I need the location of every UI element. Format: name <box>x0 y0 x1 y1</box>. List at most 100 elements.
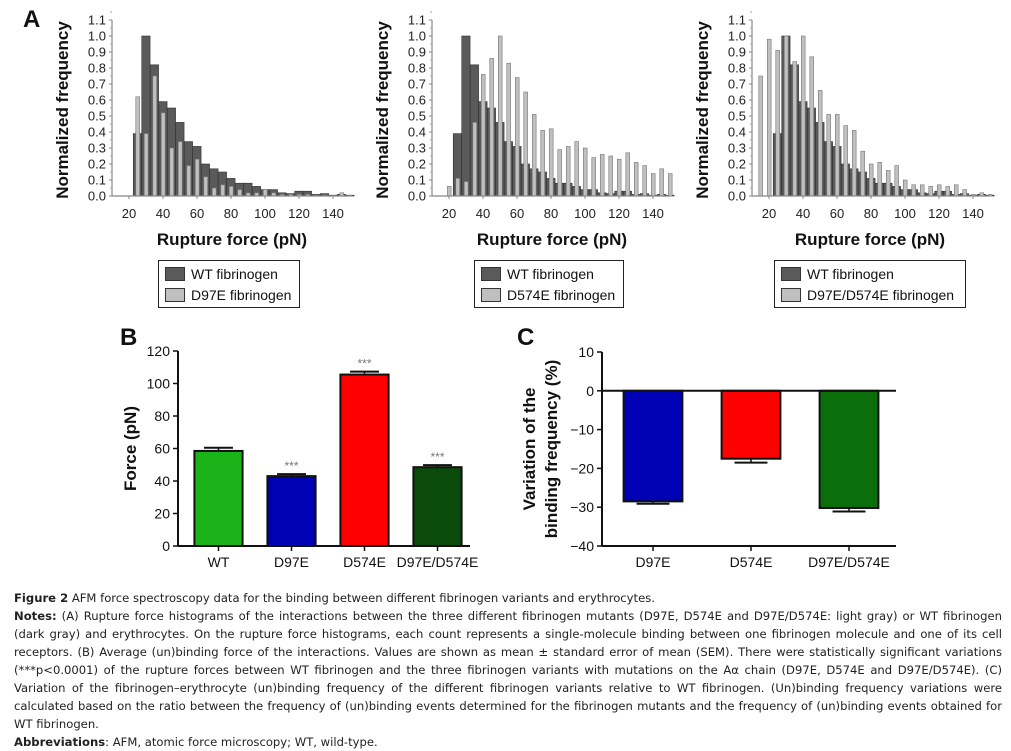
legend-swatch-light <box>165 287 185 302</box>
x-tick-label: 120 <box>608 206 630 221</box>
y-tick-label: −10 <box>570 422 594 438</box>
histogram-bar-mutant <box>135 96 140 197</box>
histogram-bar-mutant <box>480 74 486 197</box>
bar-d97e <box>622 389 684 503</box>
bar-chart-b: 0 20 40 60 80 100 120 WT D97E *** D574E *** D97E/D57… <box>121 343 478 570</box>
caption-figure-number: Figure 2 <box>14 591 69 605</box>
histogram-bar-mutant <box>945 186 950 197</box>
histogram-bar-mutant <box>161 112 166 197</box>
x-tick-label: 40 <box>476 206 490 221</box>
bar-d97e-d574e <box>412 466 463 547</box>
histogram-bar-mutant <box>203 176 208 197</box>
x-tick-label: D574E <box>343 554 386 570</box>
x-tick-label: 80 <box>224 206 238 221</box>
legend-swatch-light <box>781 287 801 302</box>
x-tick-label: 40 <box>796 206 810 221</box>
y-tick-label: 0.0 <box>408 189 426 204</box>
histogram-bar-mutant <box>885 170 891 197</box>
histogram-bar-mutant <box>834 114 840 197</box>
y-tick-label: 80 <box>154 408 170 424</box>
legend-label: WT fibrinogen <box>807 265 894 282</box>
y-tick-label: 0.5 <box>408 109 426 124</box>
y-tick-label: 0.4 <box>408 125 426 140</box>
histogram-bar-mutant <box>962 189 967 197</box>
y-tick-label: 0.0 <box>728 189 746 204</box>
histogram-chart-a1: 0.00.10.20.30.40.50.60.70.80.91.01.1 20 40… <box>53 11 355 249</box>
histogram-bar-mutant <box>262 189 268 197</box>
histogram-bar-mutant <box>237 189 242 197</box>
x-tick-label: 120 <box>928 206 950 221</box>
histogram-bar-mutant <box>625 152 630 197</box>
figure-charts: 0.00.10.20.30.40.50.60.70.80.91.01.120 40… <box>53 11 995 570</box>
histogram-bar-mutant <box>608 155 613 197</box>
y-tick-label: 0.8 <box>88 61 106 76</box>
y-tick-label: 0.6 <box>88 93 106 108</box>
y-tick-label: 100 <box>147 376 171 392</box>
y-tick-label: 0.1 <box>88 173 106 188</box>
y-tick-label: 0.8 <box>728 61 746 76</box>
x-tick-label: 100 <box>894 206 916 221</box>
panel-label-a: A <box>23 6 41 33</box>
legend-label: D574E fibrinogen <box>507 286 616 303</box>
y-tick-label: 0.7 <box>728 77 746 92</box>
histogram-bar-mutant <box>860 150 865 197</box>
histogram-bar-mutant <box>843 125 848 197</box>
histogram-bar-mutant <box>826 114 831 197</box>
legend-swatch-light <box>481 287 501 302</box>
x-tick-label: 140 <box>642 206 664 221</box>
histogram-chart-a3: 0.00.10.20.30.40.50.60.70.80.91.01.1 20 40… <box>693 11 995 249</box>
x-tick-label: 40 <box>156 206 170 221</box>
y-tick-label: 1.1 <box>408 13 426 28</box>
legend-a1: WT fibrinogen D97E fibrinogen <box>158 260 300 308</box>
caption-title-text: AFM force spectroscopy data for the bind… <box>68 591 655 605</box>
legend-swatch-dark <box>781 266 801 281</box>
histogram-bar-mutant <box>987 194 993 197</box>
y-tick-label: 0.9 <box>728 45 746 60</box>
caption-abbreviations: Abbreviations: AFM, atomic force microsc… <box>14 733 1002 751</box>
histogram-bar-mutant <box>169 147 174 197</box>
y-axis-title-line1: Variation of the <box>520 388 539 511</box>
bar-d97e-d574e <box>818 389 880 509</box>
y-tick-label: −40 <box>570 538 594 554</box>
y-tick-label: 0.1 <box>728 173 746 188</box>
legend-a2: WT fibrinogen D574E fibrinogen <box>474 260 624 308</box>
bar-chart-c: 10 0 −10 −20 −30 −40 D97E D574E D97E/D574E Variat… <box>520 344 896 570</box>
histogram-bar-mutant <box>506 62 511 197</box>
legend-item-wt: WT fibrinogen <box>781 263 959 284</box>
histogram-bar-mutant <box>557 149 562 197</box>
histogram-bar-mutant <box>667 173 673 197</box>
y-tick-label: 1.0 <box>408 29 426 44</box>
histogram-bar-mutant <box>894 165 899 197</box>
legend-swatch-dark <box>481 266 501 281</box>
y-tick-label: 1.1 <box>728 13 746 28</box>
histogram-bar-mutant <box>659 168 664 197</box>
panel-label-b: B <box>120 324 138 351</box>
y-tick-label: 0.6 <box>728 93 746 108</box>
histogram-chart-a2: 0.00.10.20.30.40.50.60.70.80.91.01.1 20 40… <box>373 11 675 249</box>
legend-label: WT fibrinogen <box>507 265 594 282</box>
x-tick-label: 20 <box>122 206 136 221</box>
y-tick-label: 0.8 <box>408 61 426 76</box>
figure-caption: Figure 2 AFM force spectroscopy data for… <box>14 589 1002 751</box>
x-tick-label: 60 <box>830 206 844 221</box>
y-tick-label: 0.7 <box>88 77 106 92</box>
significance-marker: *** <box>430 450 444 464</box>
caption-notes-label: Notes: <box>14 609 57 623</box>
histogram-bar-mutant <box>523 91 528 197</box>
histogram-bar-mutant <box>809 56 814 197</box>
histogram-bar-mutant <box>953 184 959 197</box>
y-tick-label: 0.2 <box>728 157 746 172</box>
y-tick-label: 0.0 <box>88 189 106 204</box>
x-tick-label: 60 <box>510 206 524 221</box>
histogram-bar-mutant <box>472 122 477 197</box>
histogram-bar-mutant <box>911 184 916 197</box>
y-tick-label: 0.5 <box>88 109 106 124</box>
x-tick-label: 80 <box>544 206 558 221</box>
legend-label: D97E fibrinogen <box>191 286 292 303</box>
bar-d574e <box>339 373 390 547</box>
histogram-bar-mutant <box>463 181 469 197</box>
bar-wt <box>193 449 244 547</box>
x-tick-label: 80 <box>864 206 878 221</box>
histogram-bar-mutant <box>212 187 217 197</box>
histogram-bar-wt <box>461 35 471 197</box>
